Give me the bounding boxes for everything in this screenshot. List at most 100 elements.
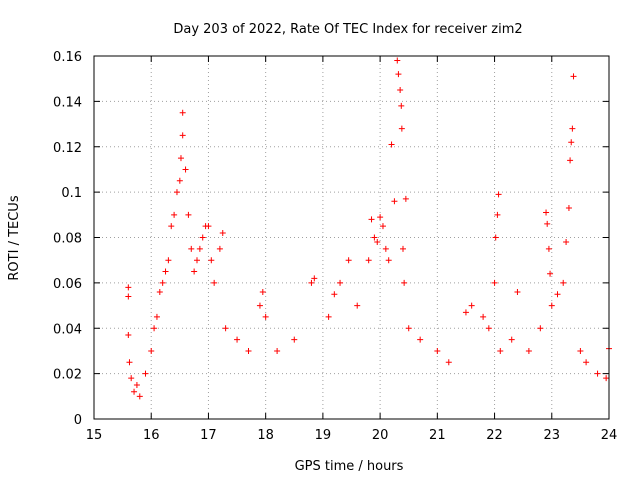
data-point <box>262 313 269 320</box>
data-point <box>371 234 378 241</box>
data-point <box>173 189 180 196</box>
data-point <box>331 291 338 298</box>
data-point <box>567 157 574 164</box>
data-point <box>537 325 544 332</box>
data-point <box>196 245 203 252</box>
data-point <box>325 313 332 320</box>
data-point <box>274 347 281 354</box>
data-point <box>462 309 469 316</box>
data-point <box>494 211 501 218</box>
data-point <box>191 268 198 275</box>
data-point <box>434 347 441 354</box>
y-tick-label: 0.12 <box>53 141 82 156</box>
x-tick-labels: 15 16 17 18 19 20 21 22 23 24 <box>86 428 618 443</box>
data-point <box>570 73 577 80</box>
data-point <box>583 359 590 366</box>
data-point <box>125 284 132 291</box>
plot-frame <box>93 55 610 420</box>
data-point <box>177 155 184 162</box>
data-point <box>385 257 392 264</box>
data-point <box>563 239 570 246</box>
data-point <box>548 302 555 309</box>
data-point <box>382 245 389 252</box>
x-tick-label: 15 <box>86 428 103 443</box>
data-point <box>216 245 223 252</box>
data-point <box>165 257 172 264</box>
data-point <box>497 347 504 354</box>
data-point <box>388 141 395 148</box>
data-point <box>153 313 160 320</box>
data-point <box>182 166 189 173</box>
data-point <box>514 288 521 295</box>
data-point <box>188 245 195 252</box>
tick-marks <box>93 55 610 420</box>
data-point <box>525 347 532 354</box>
data-point <box>565 205 572 212</box>
x-tick-label: 22 <box>486 428 503 443</box>
x-tick-label: 24 <box>601 428 618 443</box>
data-point <box>468 302 475 309</box>
data-point <box>168 223 175 230</box>
y-tick-labels: 0 0.02 0.04 0.06 0.08 0.1 0.12 0.14 0.16 <box>53 50 82 428</box>
x-tick-label: 19 <box>315 428 332 443</box>
data-point <box>374 239 381 246</box>
data-point <box>142 370 149 377</box>
data-point <box>377 214 384 221</box>
data-point <box>148 347 155 354</box>
x-tick-label: 23 <box>544 428 561 443</box>
data-point <box>398 125 405 132</box>
data-point <box>368 216 375 223</box>
data-point <box>485 325 492 332</box>
data-point <box>577 347 584 354</box>
data-point <box>560 279 567 286</box>
data-points <box>125 57 612 400</box>
data-point <box>394 57 401 64</box>
y-tick-label: 0.02 <box>53 368 82 383</box>
y-tick-label: 0 <box>74 413 82 428</box>
data-point <box>379 223 386 230</box>
data-point <box>365 257 372 264</box>
data-point <box>395 71 402 78</box>
data-point <box>345 257 352 264</box>
data-point <box>401 279 408 286</box>
data-point <box>508 336 515 343</box>
x-axis-label: GPS time / hours <box>295 459 404 474</box>
data-point <box>205 223 212 230</box>
data-point <box>194 257 200 264</box>
data-point <box>171 211 178 218</box>
data-point <box>391 198 398 205</box>
data-point <box>544 220 551 227</box>
data-point <box>131 388 138 395</box>
data-point <box>234 336 241 343</box>
data-point <box>311 275 318 282</box>
data-point <box>151 325 158 332</box>
data-point <box>176 177 183 184</box>
data-point <box>159 279 166 286</box>
y-tick-label: 0.14 <box>53 95 82 110</box>
data-point <box>545 245 552 252</box>
data-point <box>445 359 452 366</box>
data-point <box>568 139 575 146</box>
data-point <box>162 268 169 275</box>
data-point <box>417 336 424 343</box>
data-point <box>397 87 404 94</box>
data-point <box>547 270 554 277</box>
data-point <box>569 125 576 132</box>
data-point <box>491 279 498 286</box>
data-point <box>208 257 215 264</box>
data-point <box>256 302 263 309</box>
data-point <box>179 132 186 139</box>
data-point <box>156 288 163 295</box>
data-point <box>245 347 252 354</box>
data-point <box>179 109 186 116</box>
x-tick-label: 17 <box>200 428 217 443</box>
data-point <box>125 332 132 339</box>
data-point <box>554 291 561 298</box>
data-point <box>337 279 344 286</box>
data-point <box>603 375 610 382</box>
data-point <box>128 375 135 382</box>
x-tick-label: 21 <box>429 428 446 443</box>
data-point <box>594 370 601 377</box>
x-tick-label: 20 <box>372 428 389 443</box>
